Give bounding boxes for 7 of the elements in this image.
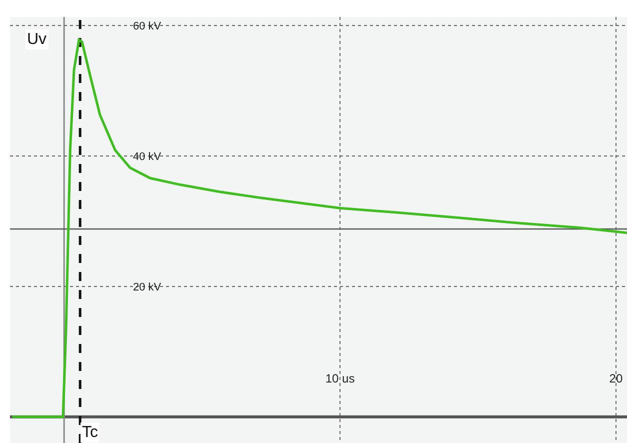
x-tick-label: 10 us (325, 372, 355, 386)
x-tick-label: 20 (609, 372, 623, 386)
y-tick-label: 40 kV (133, 150, 162, 163)
y-tick-label: 60 kV (133, 20, 162, 32)
y-tick-label: 20 kV (133, 281, 162, 294)
ref-line-label: Tc (82, 424, 98, 441)
annotation: Uv (27, 31, 47, 48)
